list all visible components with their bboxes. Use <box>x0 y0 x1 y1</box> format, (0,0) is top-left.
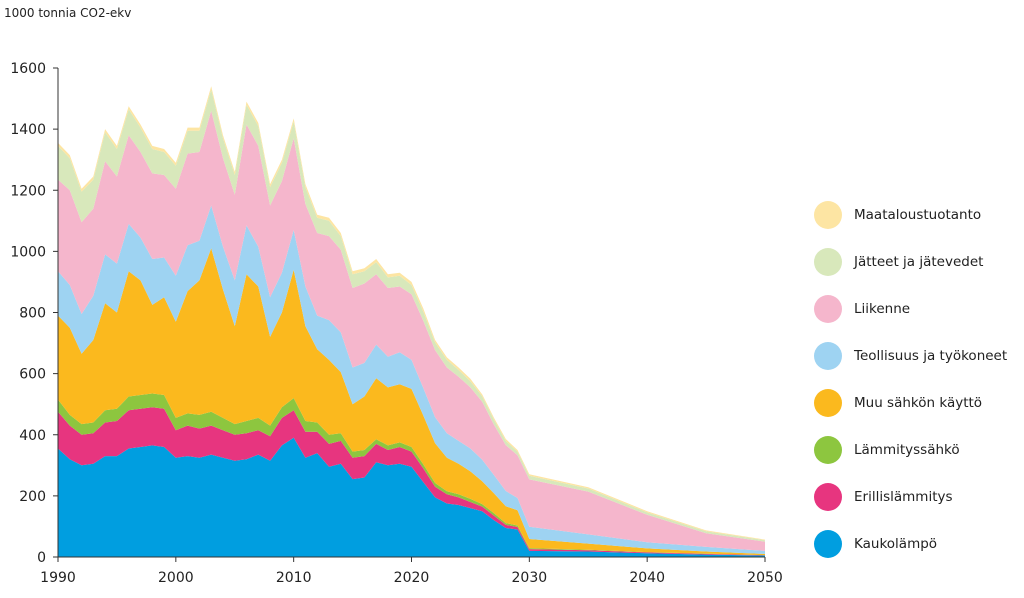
legend-swatch <box>814 248 842 276</box>
x-tick-label: 2050 <box>747 570 783 586</box>
legend-item: Maataloustuotanto <box>814 200 981 230</box>
legend-swatch <box>814 530 842 558</box>
area-series-2 <box>58 393 765 556</box>
stacked-area-chart: 0 200 400 600 800 1000 1200 1400 1600 1990 2000 201… <box>10 61 782 586</box>
legend-item: Liikenne <box>814 294 910 324</box>
legend-swatch <box>814 389 842 417</box>
legend-label: Jätteet ja jätevedet <box>854 254 984 270</box>
unit-label: 1000 tonnia CO2-ekv <box>4 6 132 20</box>
legend-label: Maataloustuotanto <box>854 207 982 223</box>
legend-swatch <box>814 436 842 464</box>
x-tick-label: 2020 <box>394 570 430 586</box>
legend-label: Liikenne <box>854 301 911 317</box>
y-tick-label: 1000 <box>10 244 46 260</box>
legend-label: Erillislämmitys <box>854 489 953 505</box>
legend-swatch <box>814 201 842 229</box>
y-tick-label: 0 <box>37 550 46 566</box>
legend-label: Teollisuus ja työkoneet <box>854 348 1008 364</box>
x-tick-label: 2040 <box>629 570 665 586</box>
y-tick-label: 200 <box>19 489 46 505</box>
legend-label: Lämmityssähkö <box>854 442 960 458</box>
y-tick-label: 1200 <box>10 183 46 199</box>
area-series-1 <box>58 407 765 556</box>
axes-group: 0 200 400 600 800 1000 1200 1400 1600 1990 2000 201… <box>10 61 782 586</box>
legend-item: Jätteet ja jätevedet <box>814 247 983 277</box>
areas-group <box>58 86 765 557</box>
x-tick-label: 2030 <box>512 570 548 586</box>
legend-label: Kaukolämpö <box>854 536 938 552</box>
x-tick-label: 2010 <box>276 570 312 586</box>
legend-item: Kaukolämpö <box>814 529 937 559</box>
x-tick-label: 1990 <box>40 570 76 586</box>
area-series-6 <box>58 89 765 542</box>
y-tick-label: 600 <box>19 367 46 383</box>
legend-label: Muu sähkön käyttö <box>854 395 983 411</box>
y-tick-label: 1600 <box>10 61 46 77</box>
legend-swatch <box>814 295 842 323</box>
legend-item: Erillislämmitys <box>814 482 953 512</box>
y-tick-label: 800 <box>19 306 46 322</box>
x-tick-label: 2000 <box>158 570 194 586</box>
area-series-3 <box>58 248 765 556</box>
legend-swatch <box>814 342 842 370</box>
area-series-5 <box>58 110 765 551</box>
y-tick-label: 400 <box>19 428 46 444</box>
area-series-0 <box>58 437 765 557</box>
legend-item: Teollisuus ja työkoneet <box>814 341 1007 371</box>
legend-swatch <box>814 483 842 511</box>
legend-item: Muu sähkön käyttö <box>814 388 982 418</box>
area-series-4 <box>58 205 765 554</box>
y-tick-label: 1400 <box>10 122 46 138</box>
legend-item: Lämmityssähkö <box>814 435 960 465</box>
